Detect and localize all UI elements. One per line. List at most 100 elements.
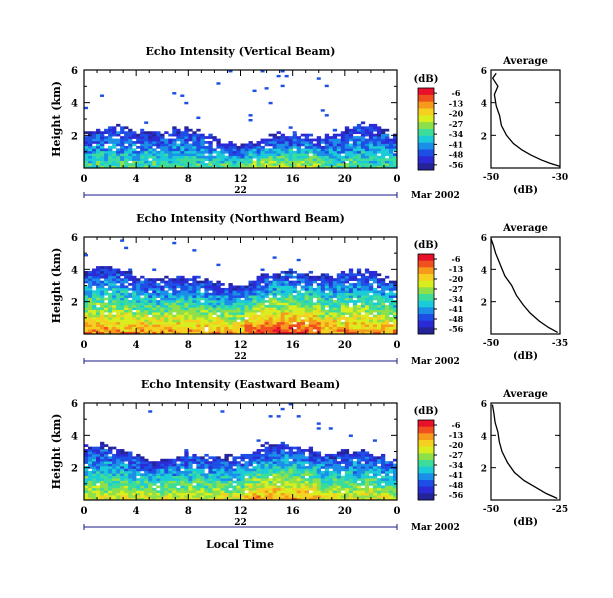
colorbar-tick-label: -56 (449, 160, 464, 170)
colorbar-swatch (418, 433, 434, 441)
y-tick-label: 2 (71, 298, 78, 309)
colorbar-swatch (418, 122, 434, 130)
colorbar-tick-label: -48 (449, 150, 464, 160)
colorbar-swatch (418, 260, 434, 268)
colorbar-swatch (418, 320, 434, 328)
month-label: Mar 2002 (411, 191, 460, 201)
colorbar-swatch (418, 108, 434, 116)
panel-title: Echo Intensity (Vertical Beam) (145, 45, 335, 58)
y-tick-label: 4 (71, 99, 78, 110)
colorbar-unit: (dB) (414, 240, 439, 251)
colorbar-tick-label: -13 (449, 98, 464, 108)
x-tick-label: 4 (133, 174, 140, 185)
profile-title: Average (502, 223, 548, 234)
profile-y-tick-label: 6 (481, 67, 487, 77)
profile-x-tick-label: -25 (552, 505, 568, 515)
colorbar-swatch (418, 426, 434, 434)
colorbar-swatch (418, 149, 434, 157)
x-tick-label: 12 (234, 506, 248, 517)
colorbar: (dB) -6-13-20-27-34-41-48-56 (414, 240, 464, 335)
colorbar-tick-label: -27 (449, 284, 463, 294)
profile-y-tick-label: 6 (481, 234, 487, 244)
colorbar-tick-label: -34 (449, 460, 464, 470)
colorbar-swatch (418, 314, 434, 322)
y-axis-label: Height (km) (50, 248, 63, 324)
profile-y-tick-label: 4 (481, 432, 487, 442)
profile-x-tick-label: -35 (552, 339, 568, 349)
profile-y-tick-label: 4 (481, 266, 487, 276)
echo-panel-2: Echo Intensity (Northward Beam) 2 4 6 Height… (50, 212, 568, 367)
x-tick-label: 20 (338, 174, 352, 185)
x-tick-label: 12 (234, 174, 248, 185)
colorbar-swatch (418, 142, 434, 150)
y-tick-label: 2 (71, 464, 78, 475)
date-label: 22 (234, 186, 247, 196)
x-tick-label: 16 (286, 340, 300, 351)
colorbar-swatch (418, 327, 434, 335)
date-label: 22 (234, 518, 247, 528)
y-tick-label: 6 (71, 399, 78, 410)
colorbar-tick-label: -34 (449, 294, 464, 304)
colorbar-swatch (418, 420, 434, 428)
y-tick-label: 2 (71, 131, 78, 142)
x-tick-label: 0 (394, 340, 401, 351)
echo-panel-3: Echo Intensity (Eastward Beam) 2 4 6 Height … (50, 378, 568, 533)
colorbar-tick-label: -13 (449, 264, 464, 274)
x-tick-label: 0 (81, 340, 88, 351)
profile-x-label: (dB) (513, 517, 538, 528)
colorbar-tick-label: -48 (449, 480, 464, 490)
date-label: 22 (234, 352, 247, 362)
y-tick-label: 4 (71, 431, 78, 442)
y-axis-label: Height (km) (50, 414, 63, 490)
colorbar-swatch (418, 101, 434, 109)
colorbar-tick-label: -27 (449, 450, 463, 460)
x-tick-label: 0 (394, 174, 401, 185)
colorbar-swatch (418, 473, 434, 481)
colorbar-tick-label: -6 (452, 420, 461, 430)
colorbar-swatch (418, 267, 434, 275)
y-tick-label: 6 (71, 66, 78, 77)
colorbar: (dB) -6-13-20-27-34-41-48-56 (414, 406, 464, 501)
x-tick-label: 0 (81, 506, 88, 517)
colorbar-swatch (418, 287, 434, 295)
average-profile-2: Average 2 4 6 -50 -35 (dB) (481, 223, 568, 362)
colorbar-tick-label: -41 (449, 139, 463, 149)
y-tick-label: 4 (71, 265, 78, 276)
profile-x-tick-label: -50 (483, 505, 499, 515)
colorbar-tick-label: -6 (452, 254, 461, 264)
x-axis-label-local-time: Local Time (206, 538, 274, 551)
x-tick-label: 8 (185, 340, 192, 351)
colorbar-tick-label: -20 (449, 440, 464, 450)
colorbar-tick-label: -20 (449, 109, 464, 119)
profile-x-tick-label: -30 (552, 173, 568, 183)
x-tick-label: 20 (338, 506, 352, 517)
colorbar-swatch (418, 453, 434, 461)
profile-y-tick-label: 6 (481, 400, 487, 410)
colorbar-swatch (418, 446, 434, 454)
profile-x-tick-label: -50 (483, 339, 499, 349)
average-profile-3: Average 2 4 6 -50 -25 (dB) (481, 389, 568, 528)
profile-y-tick-label: 2 (481, 132, 487, 142)
x-tick-label: 16 (286, 174, 300, 185)
colorbar-swatch (418, 440, 434, 448)
profile-title: Average (502, 56, 548, 67)
panel-title: Echo Intensity (Northward Beam) (136, 212, 345, 225)
heatmap-cells (84, 239, 398, 335)
average-profile-1: Average 2 4 6 -50 -30 (dB) (481, 56, 568, 196)
colorbar-swatch (418, 254, 434, 262)
colorbar-tick-label: -6 (452, 88, 461, 98)
x-tick-label: 8 (185, 174, 192, 185)
echo-panel-1: Echo Intensity (Vertical Beam) 2 4 6 Height … (50, 45, 568, 201)
colorbar-tick-label: -34 (449, 129, 464, 139)
colorbar-swatch (418, 280, 434, 288)
colorbar-swatch (418, 493, 434, 501)
colorbar-unit: (dB) (414, 74, 439, 85)
x-tick-label: 20 (338, 340, 352, 351)
profile-y-tick-label: 4 (481, 100, 487, 110)
colorbar-swatch (418, 307, 434, 315)
x-tick-label: 16 (286, 506, 300, 517)
x-tick-label: 12 (234, 340, 248, 351)
profile-line (490, 238, 559, 333)
colorbar-swatch (418, 480, 434, 488)
